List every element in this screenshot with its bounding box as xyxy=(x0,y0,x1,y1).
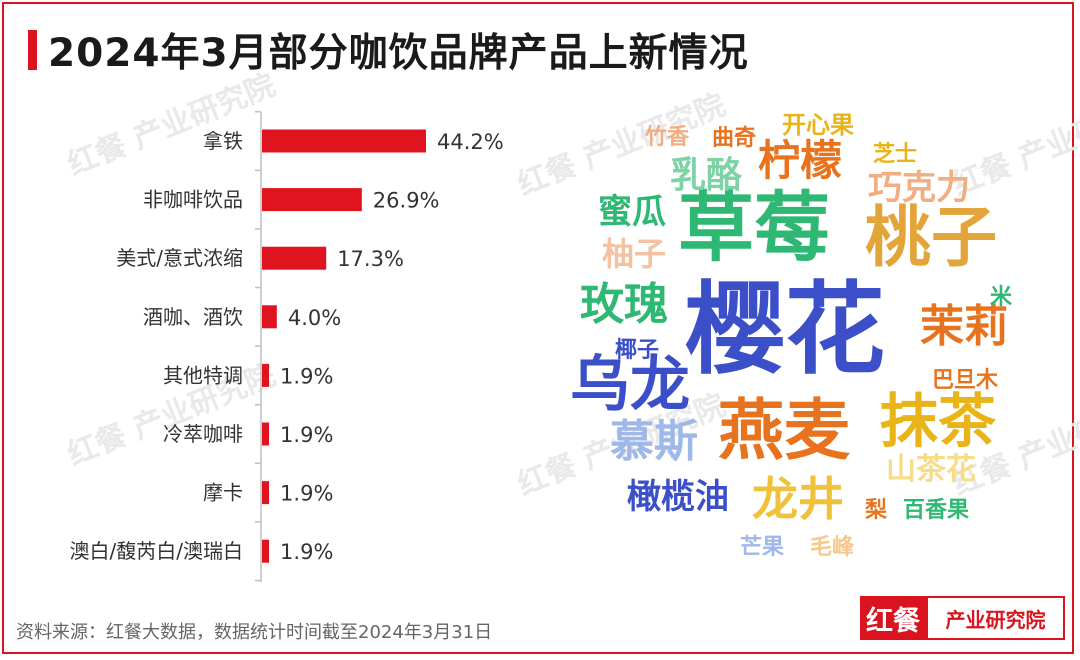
cloud-word: 巧克力 xyxy=(868,168,970,208)
category-label: 拿铁 xyxy=(203,129,243,153)
value-label: 1.9% xyxy=(280,540,333,564)
cloud-word: 百香果 xyxy=(903,498,970,523)
category-label: 非咖啡饮品 xyxy=(143,188,243,212)
value-label: 1.9% xyxy=(280,364,333,388)
cloud-word: 草莓 xyxy=(678,183,830,272)
cloud-word: 龙井 xyxy=(752,472,844,526)
category-label: 澳白/馥芮白/澳瑞白 xyxy=(70,539,243,563)
value-label: 1.9% xyxy=(280,423,333,447)
cloud-word: 茉莉 xyxy=(920,301,1008,352)
cloud-word: 柠檬 xyxy=(758,136,843,185)
cloud-word: 玫瑰 xyxy=(580,279,668,330)
cloud-word: 慕斯 xyxy=(610,416,698,467)
value-label: 1.9% xyxy=(280,482,333,506)
cloud-word: 燕麦 xyxy=(718,392,850,469)
category-label: 摩卡 xyxy=(203,481,243,505)
cloud-word: 梨 xyxy=(865,498,888,523)
logo-mark: 红餐 xyxy=(860,596,926,640)
category-label: 冷萃咖啡 xyxy=(163,422,243,446)
cloud-word: 曲奇 xyxy=(712,126,757,151)
cloud-word: 樱花 xyxy=(685,271,885,388)
cloud-word: 芒果 xyxy=(740,535,785,560)
chart-title: 2024年3月部分咖饮品牌产品上新情况 xyxy=(48,31,749,76)
value-label: 26.9% xyxy=(373,189,440,213)
bar xyxy=(262,481,270,505)
cloud-word: 橄榄油 xyxy=(627,477,729,517)
bar xyxy=(262,539,270,563)
value-label: 17.3% xyxy=(337,247,404,271)
category-label: 其他特调 xyxy=(163,363,243,387)
cloud-word: 米 xyxy=(990,285,1013,310)
cloud-word: 芝士 xyxy=(873,142,918,167)
bar xyxy=(262,422,270,446)
category-label: 美式/意式浓缩 xyxy=(116,246,243,270)
cloud-word: 抹茶 xyxy=(880,387,997,455)
bar xyxy=(262,246,327,270)
cloud-word: 桃子 xyxy=(865,199,997,276)
cloud-word: 竹香 xyxy=(645,125,690,150)
bar xyxy=(262,129,426,153)
bar xyxy=(262,188,362,212)
cloud-word: 蜜瓜 xyxy=(598,192,666,232)
cloud-word: 乳酪 xyxy=(670,155,743,196)
cloud-word: 椰子 xyxy=(615,338,660,363)
source-note: 资料来源：红餐大数据，数据统计时间截至2024年3月31日 xyxy=(16,622,493,643)
bar xyxy=(262,305,277,329)
cloud-word: 开心果 xyxy=(782,111,854,139)
cloud-word: 巴旦木 xyxy=(932,368,999,393)
bar xyxy=(262,363,270,387)
title-accent-bar xyxy=(28,30,37,70)
cloud-word: 柚子 xyxy=(602,235,667,273)
value-label: 4.0% xyxy=(288,306,341,330)
cloud-word: 毛峰 xyxy=(810,535,855,560)
logo-text: 产业研究院 xyxy=(926,596,1065,640)
value-label: 44.2% xyxy=(437,130,504,154)
category-label: 酒咖、酒饮 xyxy=(143,305,243,329)
cloud-word: 乌龙 xyxy=(570,350,690,420)
logo: 红餐 产业研究院 xyxy=(860,596,1065,640)
cloud-word: 山茶花 xyxy=(886,452,976,487)
